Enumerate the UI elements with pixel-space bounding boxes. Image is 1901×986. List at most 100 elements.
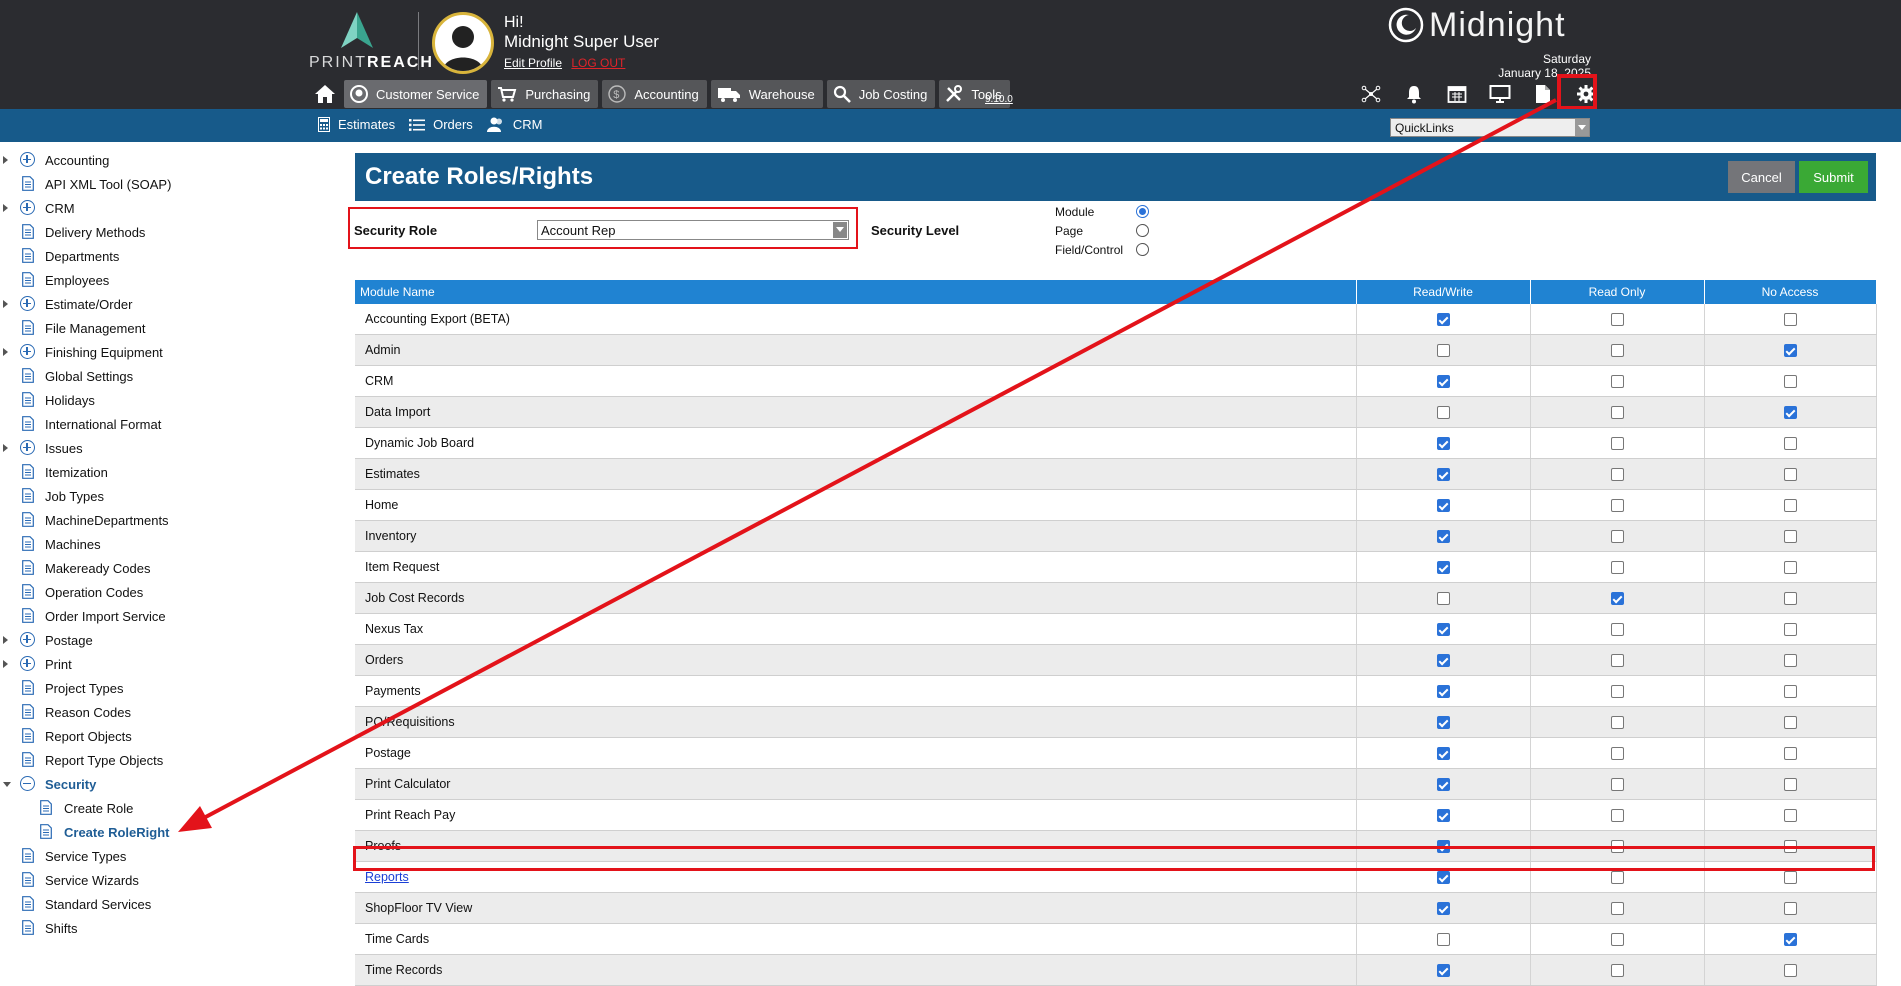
version-link[interactable]: 9.10.0: [985, 94, 1013, 105]
no-access-checkbox[interactable]: [1783, 406, 1797, 420]
read-write-checkbox[interactable]: [1436, 840, 1450, 854]
sidebar-item[interactable]: Order Import Service: [0, 604, 340, 628]
read-write-checkbox[interactable]: [1436, 468, 1450, 482]
sidebar-item[interactable]: Service Types: [0, 844, 340, 868]
read-only-checkbox[interactable]: [1610, 685, 1624, 699]
read-write-checkbox[interactable]: [1436, 561, 1450, 575]
sidebar-item[interactable]: File Management: [0, 316, 340, 340]
sidebar-item[interactable]: Job Types: [0, 484, 340, 508]
submit-button[interactable]: Submit: [1799, 161, 1868, 193]
no-access-checkbox[interactable]: [1783, 592, 1797, 606]
no-access-checkbox[interactable]: [1783, 468, 1797, 482]
no-access-checkbox[interactable]: [1783, 530, 1797, 544]
avatar[interactable]: [432, 12, 494, 74]
security-level-radio[interactable]: [1136, 243, 1149, 256]
read-only-checkbox[interactable]: [1610, 344, 1624, 358]
sidebar-item[interactable]: International Format: [0, 412, 340, 436]
no-access-checkbox[interactable]: [1783, 809, 1797, 823]
sidebar-item[interactable]: Report Objects: [0, 724, 340, 748]
read-write-checkbox[interactable]: [1436, 623, 1450, 637]
logout-link[interactable]: LOG OUT: [571, 56, 626, 70]
no-access-checkbox[interactable]: [1783, 499, 1797, 513]
read-only-checkbox[interactable]: [1610, 716, 1624, 730]
security-level-radio[interactable]: [1136, 224, 1149, 237]
no-access-checkbox[interactable]: [1783, 437, 1797, 451]
sidebar-item[interactable]: Project Types: [0, 676, 340, 700]
no-access-checkbox[interactable]: [1783, 344, 1797, 358]
no-access-checkbox[interactable]: [1783, 561, 1797, 575]
printreach-logo[interactable]: PRINTREACH: [309, 12, 432, 72]
read-write-checkbox[interactable]: [1436, 344, 1450, 358]
security-role-select[interactable]: Account Rep: [537, 220, 849, 240]
home-button[interactable]: [310, 80, 340, 108]
read-only-checkbox[interactable]: [1610, 375, 1624, 389]
read-only-checkbox[interactable]: [1610, 561, 1624, 575]
estimates-link[interactable]: Estimates: [318, 117, 395, 132]
column-header-no-access[interactable]: No Access: [1704, 280, 1877, 304]
no-access-checkbox[interactable]: [1783, 716, 1797, 730]
sidebar-item[interactable]: Report Type Objects: [0, 748, 340, 772]
read-only-checkbox[interactable]: [1610, 871, 1624, 885]
sidebar-item[interactable]: Holidays: [0, 388, 340, 412]
no-access-checkbox[interactable]: [1783, 747, 1797, 761]
read-only-checkbox[interactable]: [1610, 654, 1624, 668]
sidebar-item[interactable]: Operation Codes: [0, 580, 340, 604]
read-write-checkbox[interactable]: [1436, 375, 1450, 389]
nav-job-costing[interactable]: Job Costing: [826, 80, 936, 108]
no-access-checkbox[interactable]: [1783, 778, 1797, 792]
expand-arrow-icon[interactable]: [3, 636, 8, 644]
read-write-checkbox[interactable]: [1436, 933, 1450, 947]
read-only-checkbox[interactable]: [1610, 933, 1624, 947]
read-write-checkbox[interactable]: [1436, 809, 1450, 823]
network-button[interactable]: [1355, 80, 1386, 108]
read-write-checkbox[interactable]: [1436, 313, 1450, 327]
read-only-checkbox[interactable]: [1610, 437, 1624, 451]
no-access-checkbox[interactable]: [1783, 375, 1797, 389]
read-write-checkbox[interactable]: [1436, 530, 1450, 544]
crm-link[interactable]: CRM: [486, 117, 542, 132]
expand-arrow-icon[interactable]: [3, 156, 8, 164]
sidebar-item[interactable]: API XML Tool (SOAP): [0, 172, 340, 196]
sidebar-item[interactable]: CRM: [0, 196, 340, 220]
read-only-checkbox[interactable]: [1610, 840, 1624, 854]
column-header-module-name[interactable]: Module Name: [355, 280, 1357, 304]
quicklinks-select[interactable]: QuickLinks: [1390, 118, 1590, 137]
cancel-button[interactable]: Cancel: [1728, 161, 1795, 193]
column-header-read-only[interactable]: Read Only: [1530, 280, 1705, 304]
sidebar-item[interactable]: Service Wizards: [0, 868, 340, 892]
column-header-read-write[interactable]: Read/Write: [1356, 280, 1531, 304]
no-access-checkbox[interactable]: [1783, 933, 1797, 947]
no-access-checkbox[interactable]: [1783, 902, 1797, 916]
sidebar-item[interactable]: Departments: [0, 244, 340, 268]
read-only-checkbox[interactable]: [1610, 468, 1624, 482]
read-write-checkbox[interactable]: [1436, 716, 1450, 730]
nav-purchasing[interactable]: Purchasing: [491, 80, 599, 108]
expand-arrow-icon[interactable]: [3, 204, 8, 212]
read-write-checkbox[interactable]: [1436, 902, 1450, 916]
read-write-checkbox[interactable]: [1436, 406, 1450, 420]
sidebar-item[interactable]: Employees: [0, 268, 340, 292]
read-write-checkbox[interactable]: [1436, 964, 1450, 978]
orders-link[interactable]: Orders: [409, 117, 473, 132]
no-access-checkbox[interactable]: [1783, 871, 1797, 885]
read-write-checkbox[interactable]: [1436, 592, 1450, 606]
read-write-checkbox[interactable]: [1436, 778, 1450, 792]
security-level-radio[interactable]: [1136, 205, 1149, 218]
sidebar-item[interactable]: MachineDepartments: [0, 508, 340, 532]
read-write-checkbox[interactable]: [1436, 685, 1450, 699]
sidebar-item[interactable]: Security: [0, 772, 340, 796]
nav-accounting[interactable]: $ Accounting: [602, 80, 707, 108]
sidebar-item[interactable]: Print: [0, 652, 340, 676]
no-access-checkbox[interactable]: [1783, 840, 1797, 854]
read-write-checkbox[interactable]: [1436, 871, 1450, 885]
read-only-checkbox[interactable]: [1610, 902, 1624, 916]
nav-warehouse[interactable]: Warehouse: [710, 80, 823, 108]
no-access-checkbox[interactable]: [1783, 623, 1797, 637]
read-only-checkbox[interactable]: [1610, 592, 1624, 606]
sidebar-item[interactable]: Estimate/Order: [0, 292, 340, 316]
sidebar-item[interactable]: Standard Services: [0, 892, 340, 916]
no-access-checkbox[interactable]: [1783, 964, 1797, 978]
module-name[interactable]: Reports: [365, 870, 409, 884]
sidebar-item[interactable]: Shifts: [0, 916, 340, 940]
expand-arrow-icon[interactable]: [3, 660, 8, 668]
